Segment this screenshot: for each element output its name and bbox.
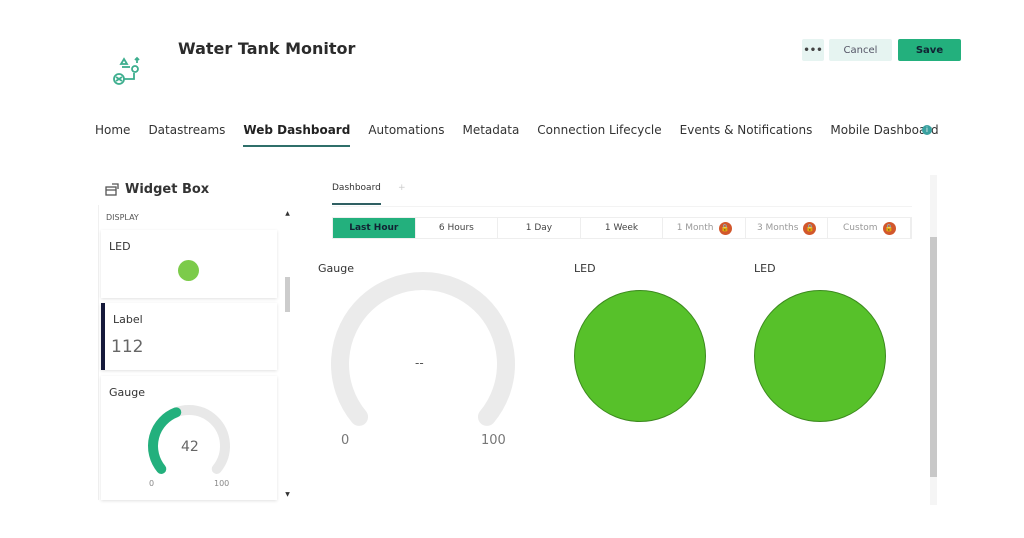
tab-events-notifications[interactable]: Events & Notifications bbox=[679, 123, 813, 137]
widget-gauge[interactable]: Gauge 42 0 100 bbox=[101, 376, 277, 500]
led-title: LED bbox=[574, 262, 596, 275]
time-range-label: 1 Week bbox=[604, 223, 639, 233]
time-range-label: 1 Month bbox=[676, 223, 714, 233]
time-range-6-hours[interactable]: 6 Hours bbox=[416, 218, 499, 238]
widget-list-scroll-thumb[interactable] bbox=[285, 277, 290, 312]
gauge-max: 100 bbox=[481, 433, 506, 448]
widget-list bbox=[98, 205, 293, 500]
main-tabs: Home Datastreams Web Dashboard Automatio… bbox=[95, 123, 957, 147]
widget-box-title: Widget Box bbox=[125, 182, 210, 197]
more-options-button[interactable]: ••• bbox=[802, 39, 824, 61]
led-widget-2[interactable]: LED bbox=[750, 256, 890, 456]
gauge-widget[interactable]: Gauge -- 0 100 bbox=[315, 256, 525, 456]
led-indicator bbox=[178, 260, 199, 281]
tab-metadata[interactable]: Metadata bbox=[462, 123, 520, 137]
time-range-custom[interactable]: Custom 🔒 bbox=[828, 218, 912, 238]
gauge-title: Gauge bbox=[318, 262, 354, 275]
tab-web-dashboard[interactable]: Web Dashboard bbox=[243, 123, 351, 147]
save-button[interactable]: Save bbox=[898, 39, 961, 61]
gauge-min: 0 bbox=[341, 433, 350, 448]
dashboard-scroll-thumb[interactable] bbox=[930, 237, 937, 477]
mini-gauge bbox=[148, 405, 230, 474]
mini-gauge-min: 0 bbox=[149, 479, 155, 488]
info-icon[interactable]: i bbox=[922, 125, 932, 135]
widget-label: LED bbox=[109, 240, 131, 253]
mini-gauge-fill bbox=[148, 407, 182, 474]
tab-home[interactable]: Home bbox=[95, 123, 131, 137]
gauge-value: -- bbox=[415, 356, 424, 370]
widget-label-title: Label bbox=[113, 313, 143, 326]
lock-icon: 🔒 bbox=[882, 221, 896, 235]
time-range-label: 3 Months bbox=[756, 223, 799, 233]
app-logo bbox=[110, 55, 146, 91]
led-indicator bbox=[574, 290, 706, 422]
tab-connection-lifecycle[interactable]: Connection Lifecycle bbox=[537, 123, 662, 137]
page-title: Water Tank Monitor bbox=[178, 39, 356, 58]
time-range-last-hour[interactable]: Last Hour bbox=[333, 218, 416, 238]
time-range-3-months[interactable]: 3 Months 🔒 bbox=[746, 218, 829, 238]
tab-mobile-dashboard[interactable]: Mobile Dashboard bbox=[830, 123, 939, 137]
led-indicator bbox=[754, 290, 886, 422]
mini-gauge-max: 100 bbox=[214, 479, 230, 488]
widget-label[interactable]: Label 112 bbox=[101, 303, 277, 370]
mini-gauge-value: 42 bbox=[181, 439, 199, 455]
lock-icon: 🔒 bbox=[803, 221, 817, 235]
category-label: DISPLAY bbox=[106, 213, 139, 222]
time-range-label: 6 Hours bbox=[438, 223, 474, 233]
time-range-1-day[interactable]: 1 Day bbox=[498, 218, 581, 238]
widget-box-header: Widget Box bbox=[105, 182, 209, 197]
cancel-button[interactable]: Cancel bbox=[829, 39, 892, 61]
widget-list-scrollbar[interactable]: ▲ ▼ bbox=[285, 210, 290, 498]
led-title: LED bbox=[754, 262, 776, 275]
widget-led[interactable]: LED bbox=[101, 230, 277, 298]
time-range-label: Custom bbox=[843, 223, 878, 233]
tab-datastreams[interactable]: Datastreams bbox=[148, 123, 226, 137]
tab-automations[interactable]: Automations bbox=[368, 123, 445, 137]
time-range-selector: Last Hour 6 Hours 1 Day 1 Week 1 Month 🔒 3 Mon… bbox=[332, 217, 912, 239]
lock-icon: 🔒 bbox=[718, 221, 732, 235]
time-range-label: 1 Day bbox=[525, 223, 553, 233]
time-range-label: Last Hour bbox=[349, 223, 399, 233]
gauge-arc bbox=[331, 272, 515, 426]
widget-box-icon bbox=[105, 183, 119, 196]
time-range-1-week[interactable]: 1 Week bbox=[581, 218, 664, 238]
led-widget-1[interactable]: LED bbox=[570, 256, 710, 456]
label-value: 112 bbox=[111, 337, 144, 357]
tab-divider bbox=[332, 206, 912, 207]
add-tab-icon[interactable]: + bbox=[398, 183, 406, 193]
widget-label: Gauge bbox=[109, 386, 145, 399]
time-range-1-month[interactable]: 1 Month 🔒 bbox=[663, 218, 746, 238]
tab-dashboard[interactable]: Dashboard bbox=[332, 183, 381, 205]
